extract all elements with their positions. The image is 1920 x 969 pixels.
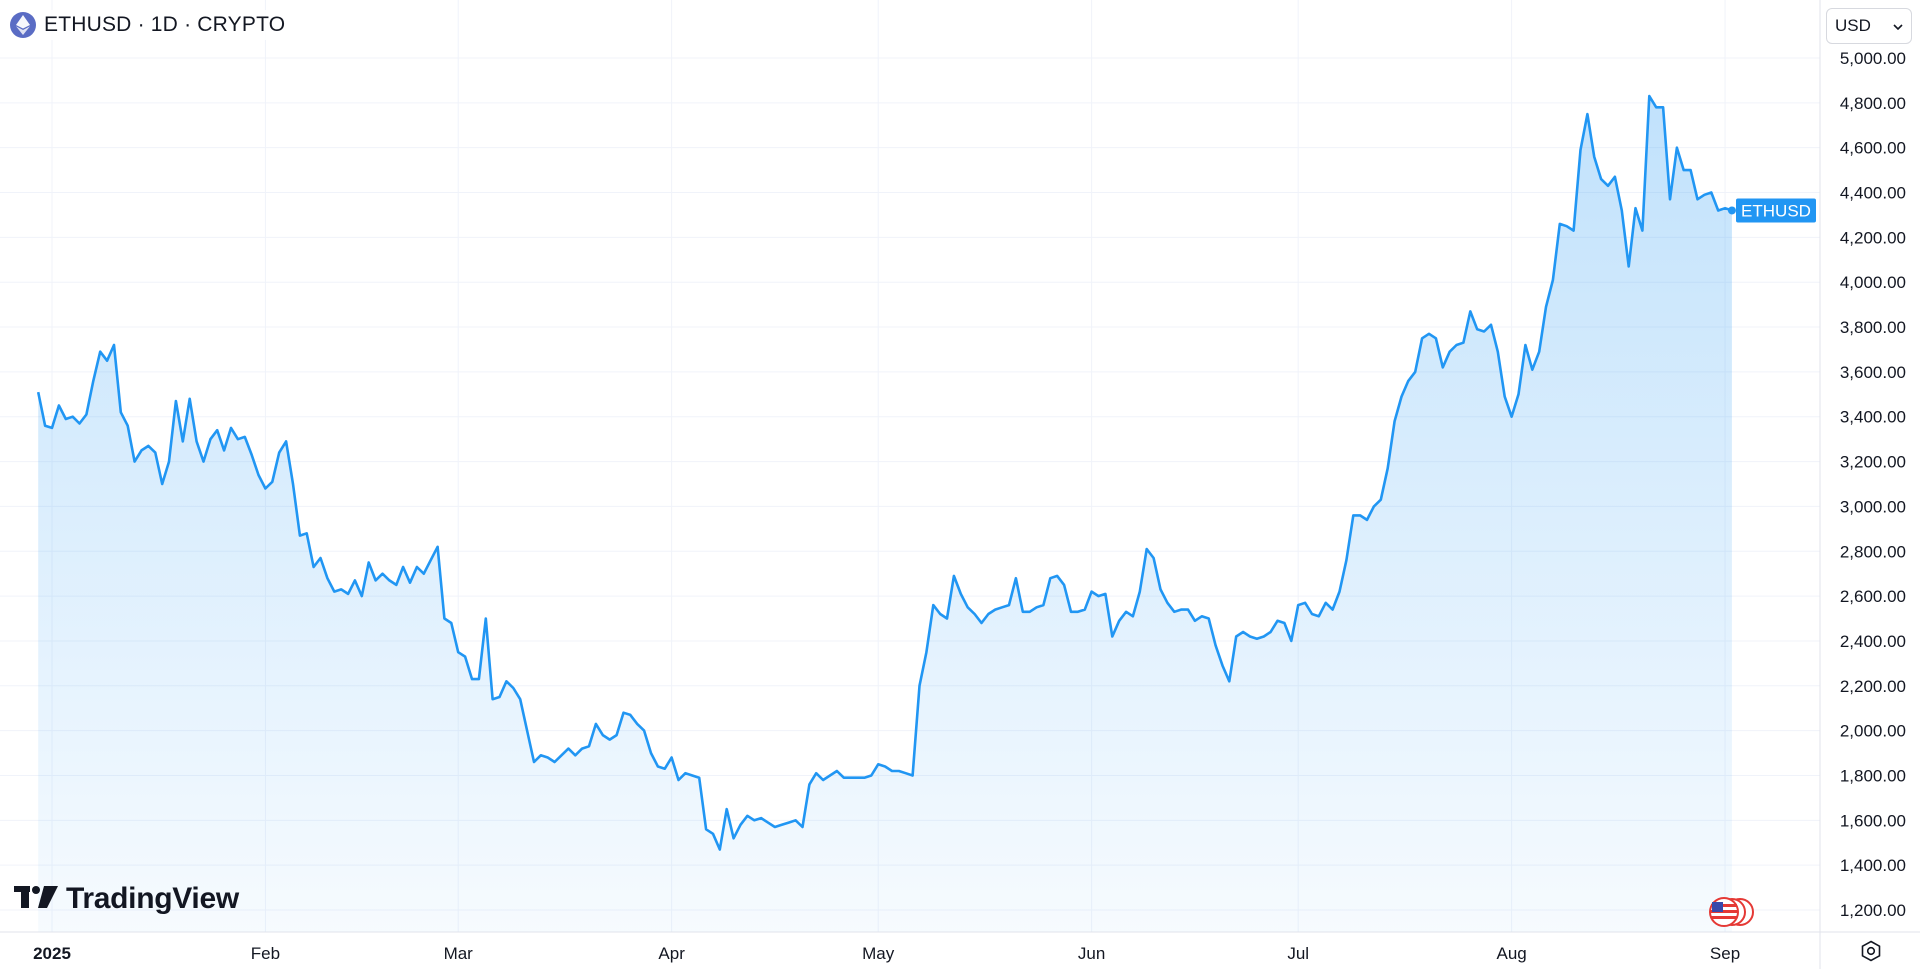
x-tick-label: Jun [1078,944,1105,963]
y-tick-label: 3,000.00 [1840,497,1906,516]
currency-select[interactable]: USD [1826,8,1912,44]
tradingview-logo-text: TradingView [66,882,239,915]
last-point-dot [1727,206,1736,215]
y-tick-label: 4,800.00 [1840,94,1906,113]
y-tick-label: 3,200.00 [1840,453,1906,472]
x-tick-label: Feb [251,944,280,963]
ethereum-icon [10,12,36,38]
last-value-badge [1736,198,1816,223]
currency-value: USD [1835,16,1871,35]
symbol-header[interactable]: ETHUSD · 1D · CRYPTO [10,10,290,40]
x-tick-label: Apr [658,944,685,963]
x-tick-label: Jul [1287,944,1309,963]
y-tick-label: 3,400.00 [1840,408,1906,427]
last-value-text: ETHUSD [1741,201,1811,220]
y-tick-label: 5,000.00 [1840,49,1906,68]
price-area [38,96,1732,933]
symbol-title: ETHUSD · 1D · CRYPTO [44,13,286,36]
x-tick-label: May [862,944,895,963]
tradingview-logo-icon [14,885,58,913]
y-tick-label: 2,400.00 [1840,632,1906,651]
y-tick-label: 3,600.00 [1840,363,1906,382]
y-tick-label: 2,600.00 [1840,587,1906,606]
x-tick-label: Sep [1710,944,1740,963]
y-tick-label: 1,800.00 [1840,766,1906,785]
y-tick-label: 1,200.00 [1840,901,1906,920]
x-axis[interactable]: 2025 Feb Mar Apr May Jun Jul Aug Sep [33,944,1740,963]
x-tick-label: Aug [1496,944,1526,963]
y-tick-label: 4,600.00 [1840,139,1906,158]
price-area-fill [38,96,1732,933]
tradingview-logo[interactable]: TradingView [14,882,239,916]
x-tick-label: Mar [444,944,474,963]
y-tick-label: 4,400.00 [1840,184,1906,203]
settings-icon[interactable] [1858,938,1884,964]
y-tick-label: 1,400.00 [1840,856,1906,875]
y-tick-label: 3,800.00 [1840,318,1906,337]
y-tick-label: 2,800.00 [1840,542,1906,561]
y-tick-label: 2,200.00 [1840,677,1906,696]
x-tick-label: 2025 [33,944,71,963]
last-value-label: ETHUSD [1736,198,1816,223]
y-tick-label: 1,600.00 [1840,811,1906,830]
chevron-down-icon [1893,19,1903,33]
y-tick-label: 4,200.00 [1840,228,1906,247]
price-line-group [36,94,1736,851]
us-flag-icon [1700,896,1756,928]
y-tick-label: 4,000.00 [1840,273,1906,292]
y-axis[interactable]: 1,200.00 1,400.00 1,600.00 1,800.00 2,000.00… [1840,49,1906,920]
y-tick-label: 2,000.00 [1840,722,1906,741]
